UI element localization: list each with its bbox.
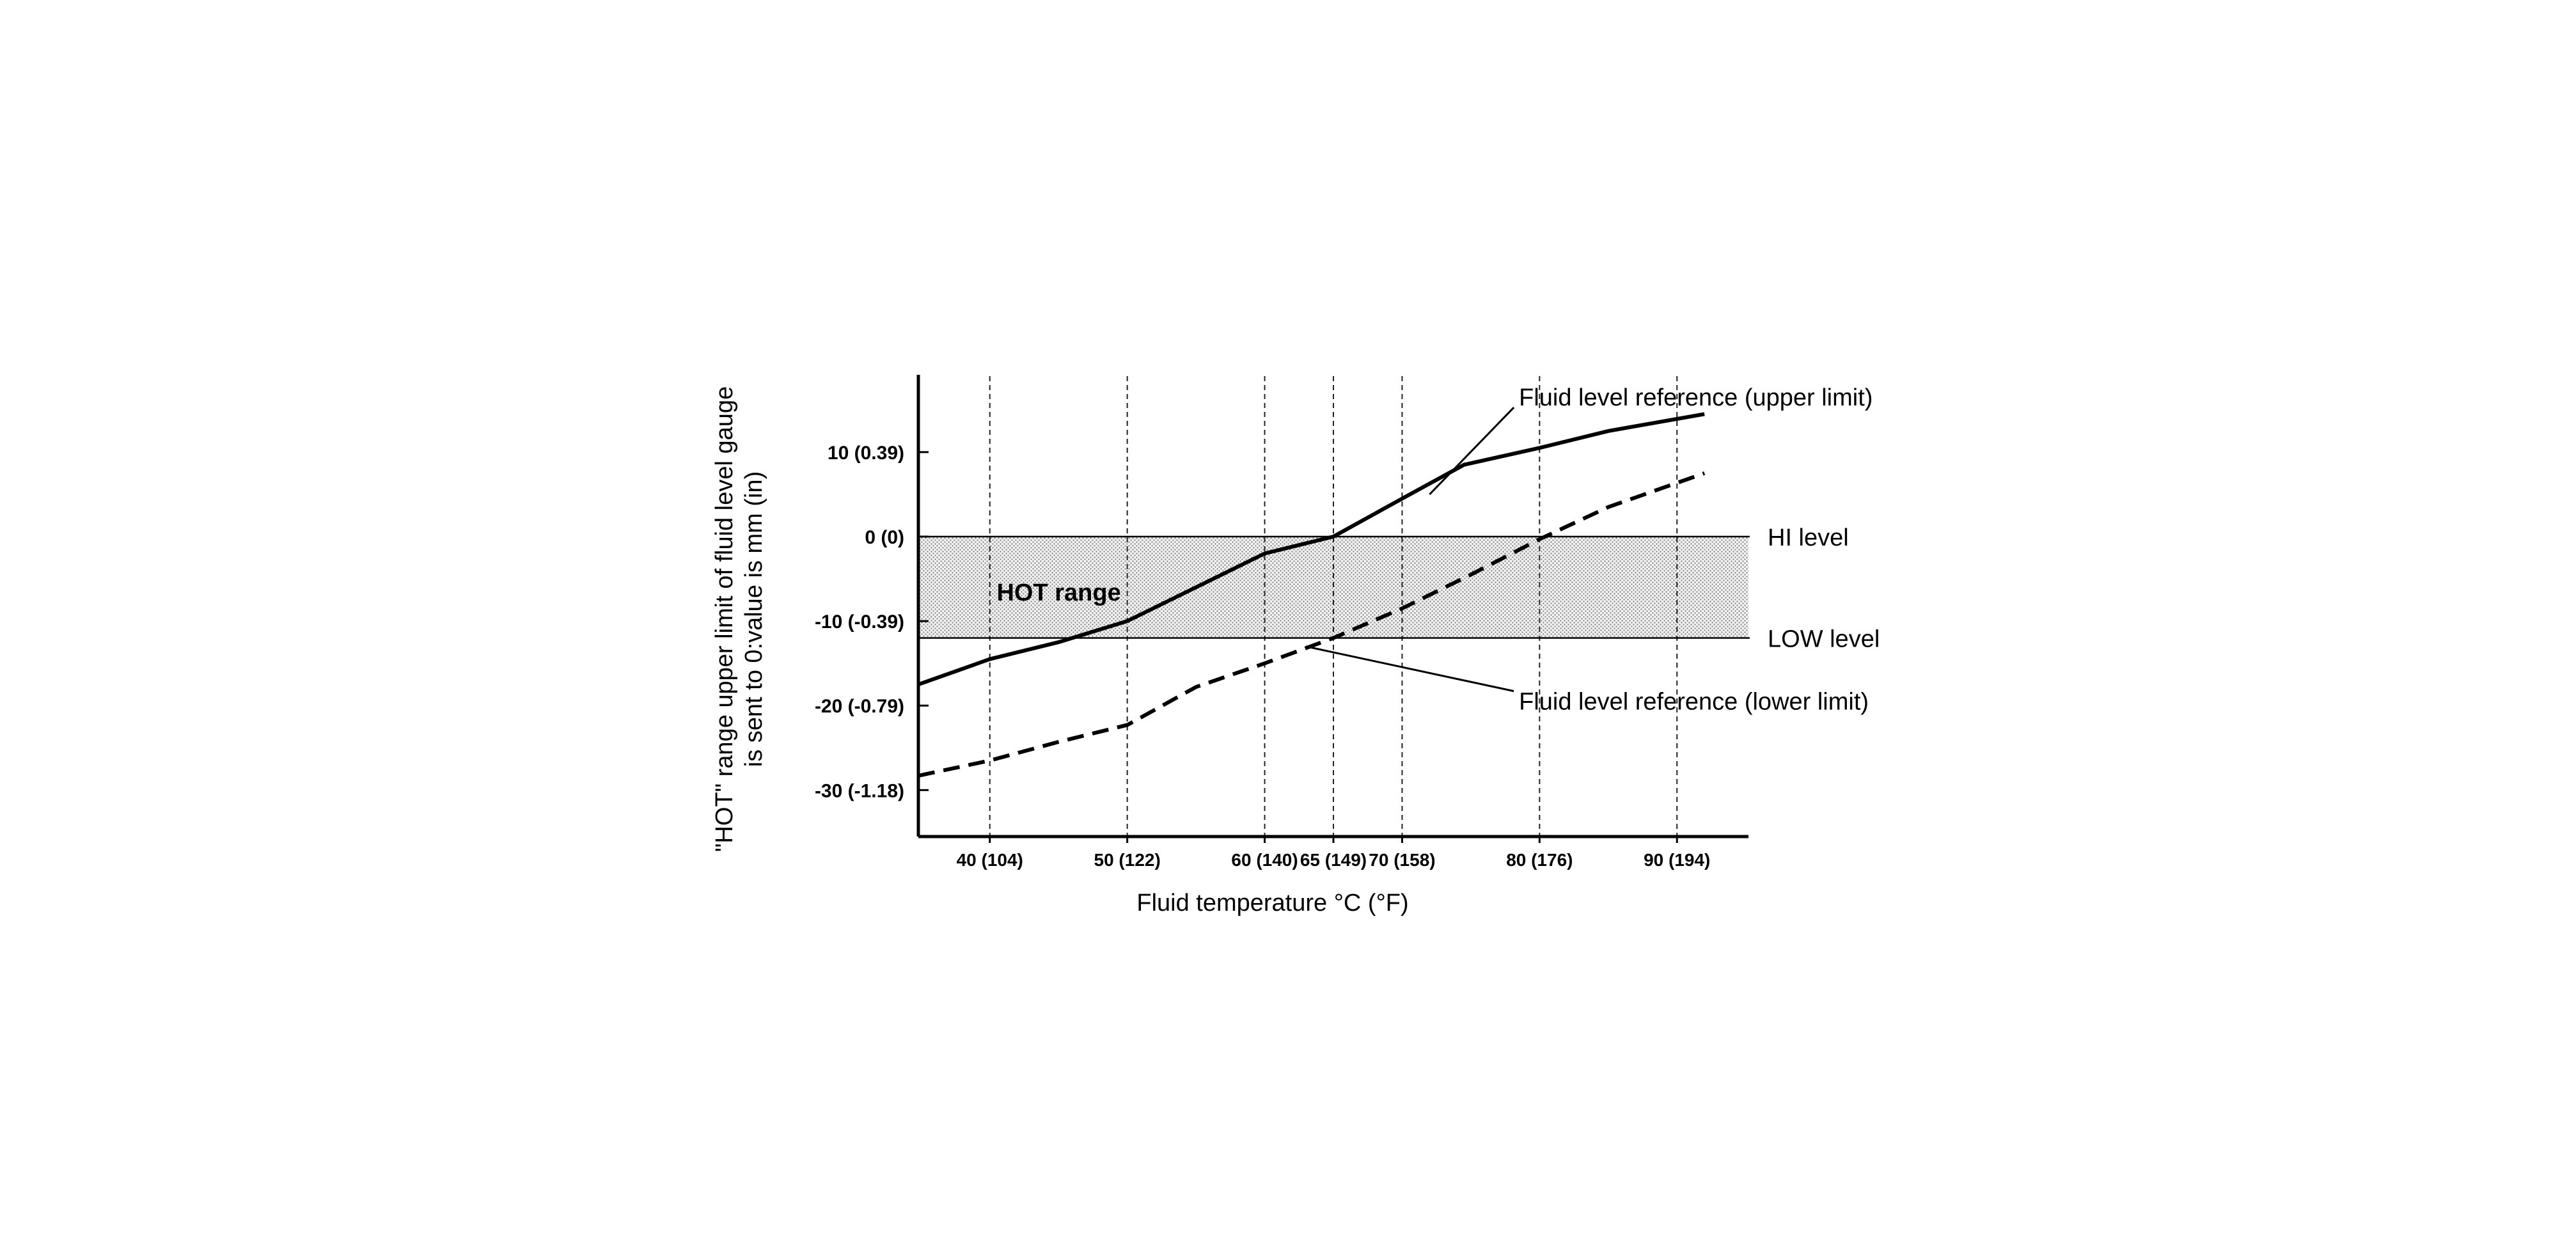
x-tick-label: 80 (176) <box>1506 850 1573 870</box>
hot-range-label: HOT range <box>996 579 1120 606</box>
y-axis-title: "HOT" range upper limit of fluid level g… <box>711 386 767 852</box>
y-tick-label: -30 (-1.18) <box>815 780 904 801</box>
y-tick-label: 10 (0.39) <box>828 443 904 464</box>
y-tick-label: -10 (-0.39) <box>815 611 904 633</box>
low-level-label: LOW level <box>1768 626 1880 653</box>
y-axis-title-line: "HOT" range upper limit of fluid level g… <box>711 386 738 852</box>
hi-level-label: HI level <box>1768 524 1849 551</box>
y-tick-label: 0 (0) <box>865 527 904 548</box>
lower-limit-callout-line <box>1305 645 1514 693</box>
lower-limit-series-line <box>918 471 1706 778</box>
x-tick-label: 70 (158) <box>1369 850 1435 870</box>
y-tick-label: -20 (-0.79) <box>815 696 904 717</box>
x-tick-label: 65 (149) <box>1300 850 1367 870</box>
lower-limit-callout-label: Fluid level reference (lower limit) <box>1519 689 1869 716</box>
x-tick-label: 40 (104) <box>957 850 1023 870</box>
x-tick-label: 60 (140) <box>1231 850 1298 870</box>
x-tick-label: 90 (194) <box>1644 850 1710 870</box>
upper-limit-callout-label: Fluid level reference (upper limit) <box>1519 384 1873 411</box>
y-axis-title-line: is sent to 0:value is mm (in) <box>741 471 767 767</box>
upper-limit-callout-line <box>1429 406 1515 495</box>
x-tick-label: 50 (122) <box>1094 850 1161 870</box>
x-axis-title: Fluid temperature °C (°F) <box>1136 890 1408 916</box>
upper-limit-series-line <box>917 412 1705 687</box>
